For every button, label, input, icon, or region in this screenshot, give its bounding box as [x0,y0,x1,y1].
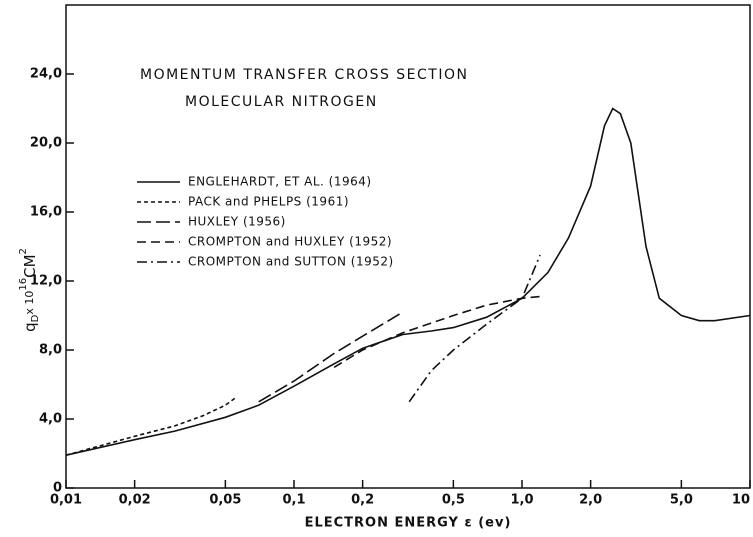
y-label-subscript: D [30,314,41,322]
chart-title: MOMENTUM TRANSFER CROSS SECTION [140,67,468,83]
legend-label: PACK and PHELPS (1961) [188,195,349,209]
series-line [333,295,541,368]
x-tick-label: 0,1 [282,493,305,508]
y-tick-label: 20,0 [30,136,62,151]
x-tick-label: 0,05 [209,493,241,508]
y-label-exponent: 16 [18,278,29,291]
y-tick-label: 4,0 [39,412,62,427]
series-line [65,107,751,456]
x-axis-label: ELECTRON ENERGY ε (ev) [305,516,512,531]
legend-label: HUXLEY (1956) [188,215,286,229]
x-tick-label: 0,2 [351,493,374,508]
y-label-symbol: q [21,322,39,332]
plot-frame [65,4,751,489]
x-tick-label: 0,01 [50,493,82,508]
y-tick-label: 24,0 [30,67,62,82]
y-axis-label: qDx 1016CM2 [18,248,41,332]
y-tick-label: 12,0 [30,274,62,289]
y-tick-label: 8,0 [39,343,62,358]
y-label-unit: CM [21,254,39,277]
series-line [258,311,404,403]
legend-label: ENGLEHARDT, ET AL. (1964) [188,175,372,189]
y-tick-label: 0 [53,481,62,496]
y-label-factor: x 10 [23,291,36,315]
x-tick-label: 0,02 [119,493,151,508]
legend-label: CROMPTON and HUXLEY (1952) [188,235,392,249]
series-line [408,254,541,403]
legend-label: CROMPTON and SUTTON (1952) [188,255,394,269]
x-tick-label: 10 [732,493,750,508]
x-tick-label: 0,5 [442,493,465,508]
y-label-unit-exponent: 2 [18,248,29,254]
y-tick-label: 16,0 [30,205,62,220]
x-tick-label: 1,0 [510,493,533,508]
series-line [65,397,236,456]
chart-subtitle: MOLECULAR NITROGEN [185,94,378,110]
x-tick-label: 2,0 [579,493,602,508]
x-tick-label: 5,0 [670,493,693,508]
